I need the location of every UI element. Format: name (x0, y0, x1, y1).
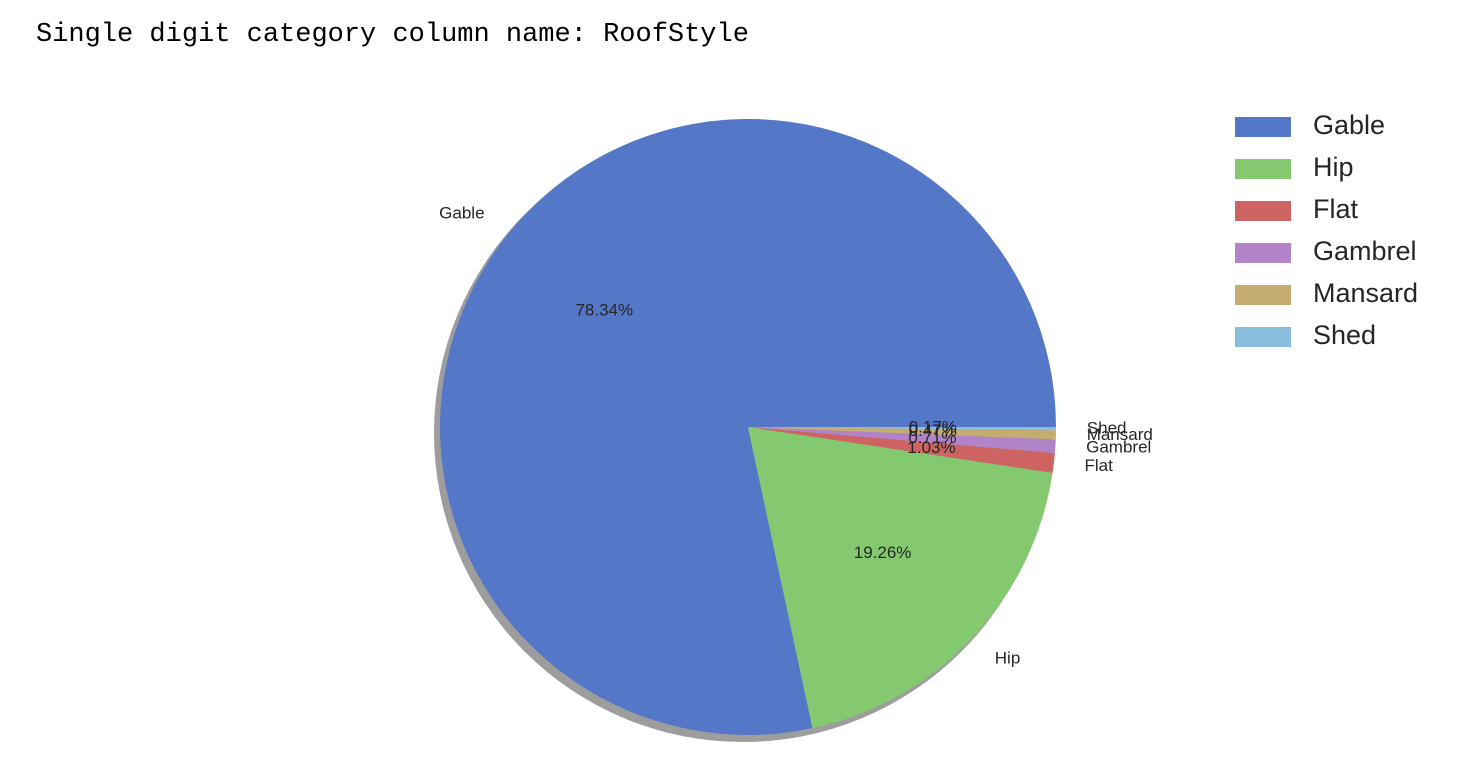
chart-legend: Gable Hip Flat Gambrel Mansard Shed (1235, 110, 1418, 350)
pie-slice-gable (439, 119, 1056, 736)
slice-pct-mansard: 0.47% (909, 421, 957, 440)
legend-label-gable: Gable (1313, 110, 1385, 140)
slice-pct-shed: 0.17% (909, 417, 957, 436)
legend-label-shed: Shed (1313, 320, 1376, 350)
slice-pct-flat: 1.03% (907, 438, 955, 457)
slice-pct-hip: 19.26% (854, 543, 912, 562)
pie-labels: Gable 78.34% Hip 19.26% Flat 1.03% Gambrel 0.71… (439, 203, 1153, 667)
pie-slice-gambrel (748, 427, 1056, 454)
legend-label-mansard: Mansard (1313, 278, 1418, 308)
pie-slice-flat (748, 427, 1055, 473)
legend-swatch-gambrel (1235, 243, 1291, 263)
slice-pct-gambrel: 0.71% (908, 428, 956, 447)
legend-label-flat: Flat (1313, 194, 1359, 224)
legend-swatch-hip (1235, 159, 1291, 179)
legend-swatch-mansard (1235, 285, 1291, 305)
output-header: Single digit category column name: RoofS… (36, 20, 749, 50)
slice-label-shed: Shed (1087, 418, 1127, 437)
legend-label-hip: Hip (1313, 152, 1354, 182)
pie-slice-hip (748, 427, 1053, 729)
slice-label-hip: Hip (995, 649, 1021, 668)
slice-label-gambrel: Gambrel (1086, 438, 1151, 457)
legend-swatch-shed (1235, 327, 1291, 347)
slice-pct-gable: 78.34% (575, 300, 633, 319)
pie-slice-mansard (748, 427, 1056, 440)
pie-slice-shed (748, 427, 1056, 431)
legend-label-gambrel: Gambrel (1313, 236, 1417, 266)
legend-swatch-gable (1235, 117, 1291, 137)
slice-label-gable: Gable (439, 203, 484, 222)
pie-wedges (439, 119, 1056, 736)
slice-label-flat: Flat (1084, 456, 1113, 475)
slice-label-mansard: Mansard (1087, 425, 1153, 444)
legend-swatch-flat (1235, 201, 1291, 221)
